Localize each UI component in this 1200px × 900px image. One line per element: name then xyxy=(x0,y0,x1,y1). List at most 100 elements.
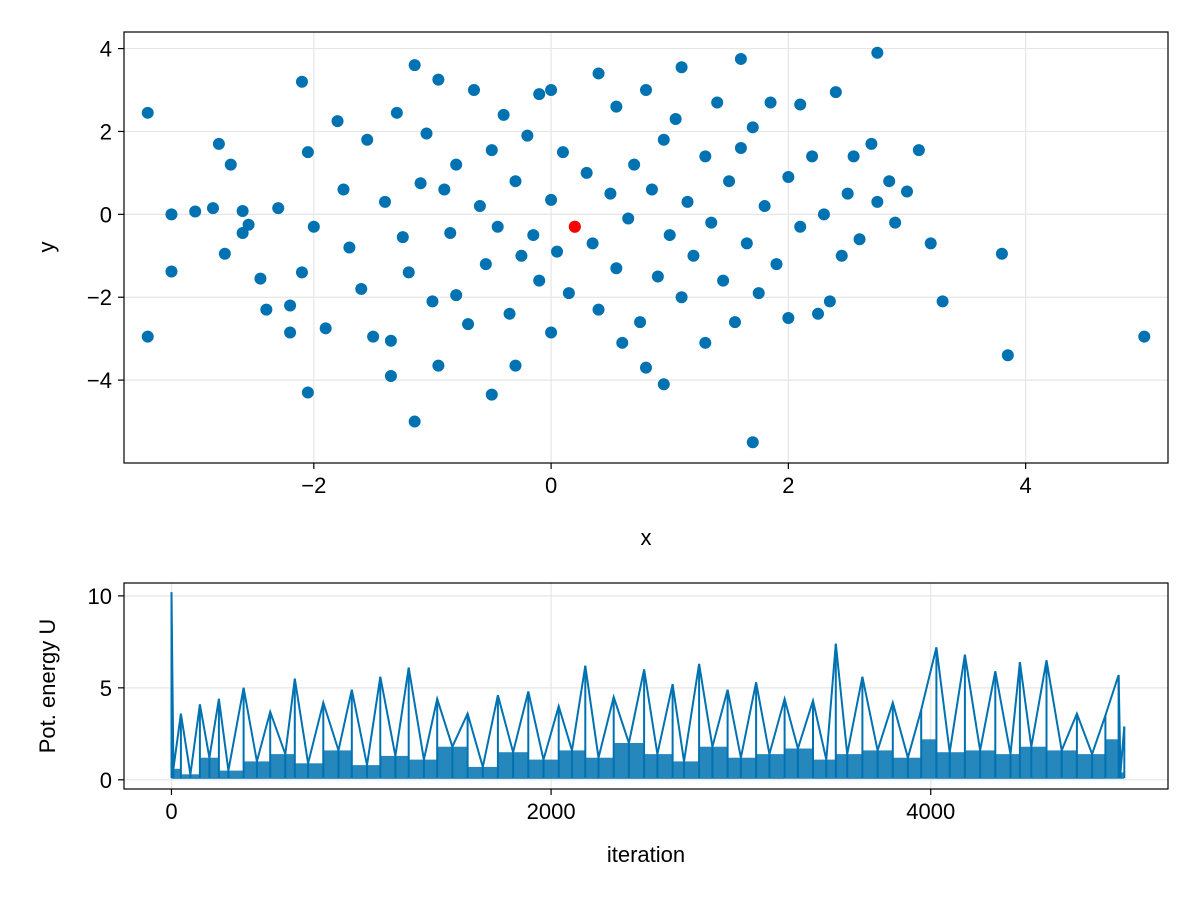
scatter-point xyxy=(734,52,747,65)
energy-fluctuation-band xyxy=(497,752,514,779)
scatter-plot: −2 0 2 4 −4 −2 0 2 4 x y xyxy=(34,31,1169,550)
energy-fluctuation-band xyxy=(1031,746,1047,779)
scatter-point xyxy=(272,202,285,215)
energy-frame xyxy=(123,582,1169,790)
scatter-point xyxy=(343,241,356,254)
energy-fluctuation-band xyxy=(243,761,257,779)
energy-fluctuation-band xyxy=(1046,750,1062,779)
energy-fluctuation-band xyxy=(1105,739,1119,779)
scatter-y-tick-label: 4 xyxy=(100,37,112,62)
scatter-point xyxy=(212,137,225,150)
energy-fluctuation-band xyxy=(228,770,244,779)
energy-fluctuation-band xyxy=(1120,772,1125,779)
energy-fluctuation-band xyxy=(921,739,937,779)
scatter-x-tick-label: 4 xyxy=(1020,473,1032,498)
energy-fluctuation-band xyxy=(672,761,684,779)
energy-lines xyxy=(170,592,1126,779)
scatter-point xyxy=(1138,330,1151,343)
scatter-point xyxy=(551,245,564,258)
scatter-point xyxy=(450,158,463,171)
scatter-point xyxy=(995,247,1008,260)
scatter-point xyxy=(640,84,652,97)
scatter-point xyxy=(295,75,308,88)
energy-fluctuation-band xyxy=(613,743,629,779)
energy-fluctuation-band xyxy=(826,759,836,779)
scatter-point xyxy=(651,270,664,283)
scatter-point xyxy=(723,175,736,188)
scatter-point xyxy=(823,295,836,308)
scatter-point xyxy=(628,158,641,171)
scatter-y-ticks: −4 −2 0 2 4 xyxy=(87,37,124,393)
scatter-point xyxy=(141,106,154,119)
scatter-point xyxy=(337,183,350,196)
scatter-point xyxy=(189,205,202,218)
scatter-points xyxy=(141,46,1151,449)
scatter-point xyxy=(936,295,949,308)
scatter-point xyxy=(396,231,409,244)
scatter-point xyxy=(681,195,694,208)
energy-fluctuation-band xyxy=(467,766,483,779)
highlight-point xyxy=(568,220,581,233)
scatter-point xyxy=(485,144,498,157)
scatter-point xyxy=(295,266,308,279)
energy-fluctuation-band xyxy=(797,748,814,779)
scatter-point xyxy=(622,212,635,225)
scatter-y-tick-label: −4 xyxy=(87,368,112,393)
energy-fluctuation-band xyxy=(756,754,770,779)
energy-fluctuation-band xyxy=(408,759,424,779)
scatter-point xyxy=(734,142,747,155)
energy-fluctuation-band xyxy=(907,757,922,779)
scatter-point xyxy=(503,307,516,320)
scatter-point xyxy=(562,287,575,300)
scatter-y-tick-label: 2 xyxy=(100,119,112,144)
scatter-point xyxy=(782,311,795,324)
scatter-point xyxy=(847,150,860,163)
scatter-x-tick-label: 0 xyxy=(545,473,557,498)
scatter-point xyxy=(556,146,569,159)
scatter-point xyxy=(782,171,795,184)
scatter-point xyxy=(165,208,178,221)
scatter-point xyxy=(829,86,842,99)
energy-y-tick-label: 5 xyxy=(100,676,112,701)
scatter-point xyxy=(835,249,848,262)
scatter-point xyxy=(610,262,623,275)
scatter-gridlines xyxy=(124,32,1168,463)
scatter-point xyxy=(485,388,498,401)
energy-fluctuation-band xyxy=(338,750,352,779)
scatter-point xyxy=(236,205,249,218)
energy-fluctuation-band xyxy=(452,746,468,779)
scatter-point xyxy=(260,303,273,316)
scatter-point xyxy=(509,359,522,372)
energy-fluctuation-band xyxy=(323,750,339,779)
scatter-y-tick-label: 0 xyxy=(100,202,112,227)
energy-fluctuation-band xyxy=(437,746,453,779)
scatter-y-tick-label: −2 xyxy=(87,285,112,310)
scatter-frame xyxy=(123,31,1169,464)
scatter-point xyxy=(444,226,457,239)
scatter-point xyxy=(319,322,332,335)
scatter-point xyxy=(812,307,825,320)
scatter-point xyxy=(912,144,925,157)
scatter-point xyxy=(218,247,231,260)
energy-fluctuation-band xyxy=(813,759,827,779)
energy-fluctuation-band xyxy=(657,754,673,779)
energy-fluctuation-band xyxy=(270,754,286,779)
energy-fluctuation-band xyxy=(585,757,599,779)
energy-fluctuation-band xyxy=(572,750,586,779)
scatter-point xyxy=(462,318,475,331)
energy-y-ticks: 0 5 10 xyxy=(88,584,124,793)
scatter-point xyxy=(165,265,178,278)
scatter-point xyxy=(284,299,297,312)
energy-fluctuation-band xyxy=(1092,754,1106,779)
scatter-point xyxy=(592,303,605,316)
scatter-point xyxy=(746,436,759,449)
energy-fluctuation-band xyxy=(784,748,798,779)
energy-fluctuation-band xyxy=(877,750,893,779)
scatter-point xyxy=(384,369,397,382)
scatter-point xyxy=(853,233,866,246)
scatter-point xyxy=(901,185,913,198)
energy-fluctuation-band xyxy=(995,754,1011,779)
scatter-point xyxy=(634,316,647,329)
energy-fluctuation-band xyxy=(513,752,529,779)
energy-fluctuation-band xyxy=(351,765,367,779)
